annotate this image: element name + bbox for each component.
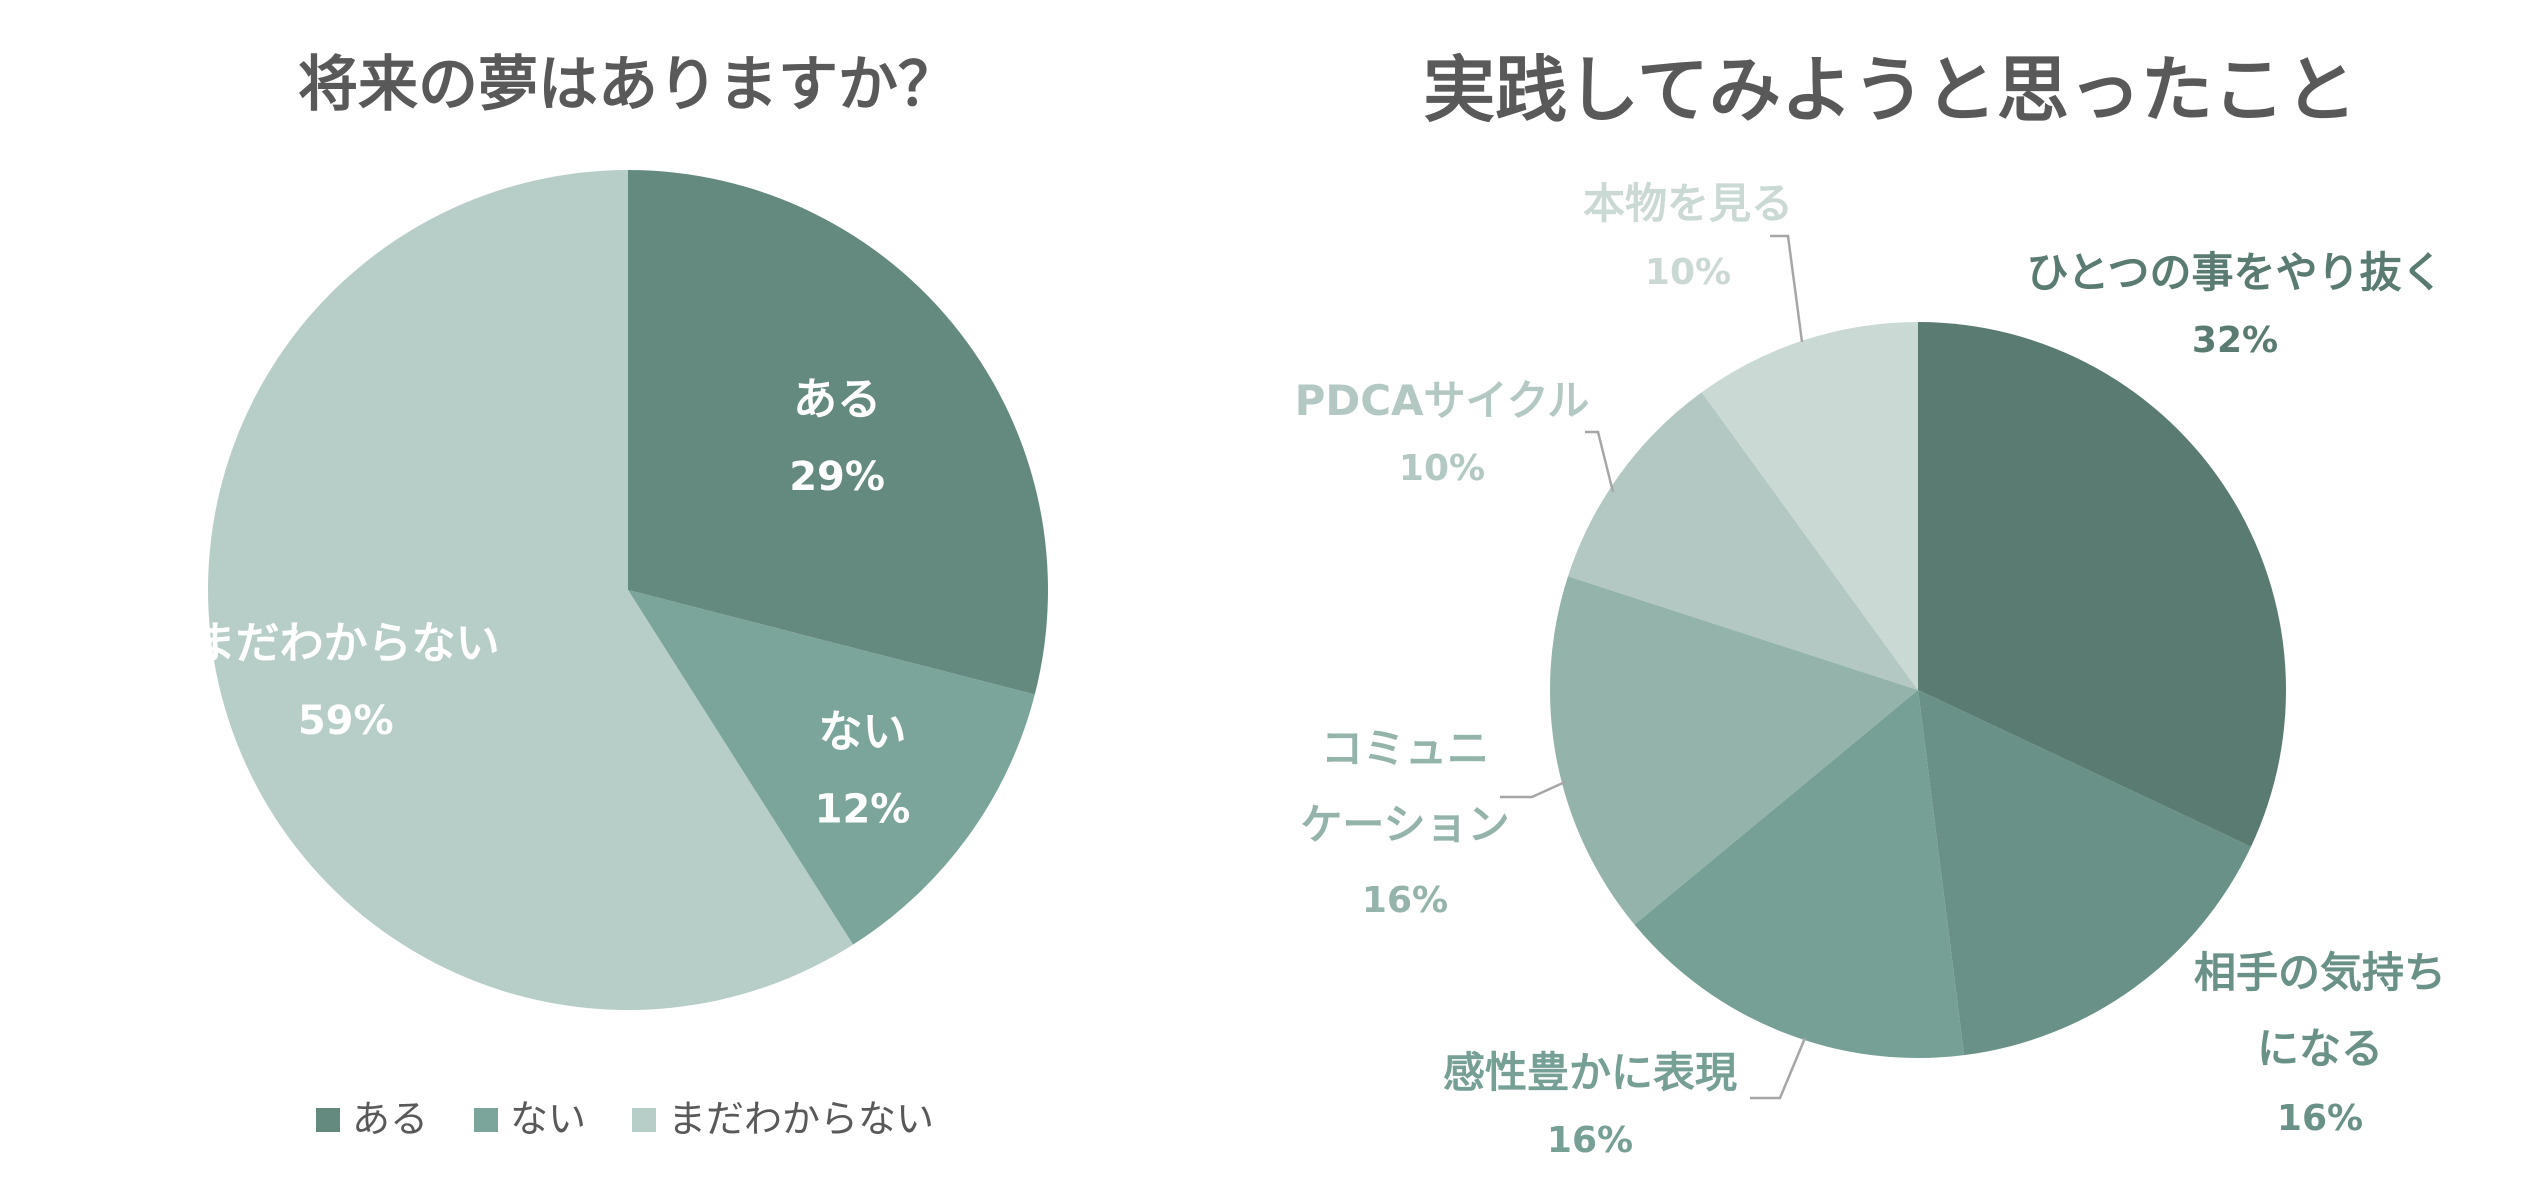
chart1-legend-label: ある <box>352 1097 428 1141</box>
chart2-slice-5 <box>1701 322 1918 690</box>
chart2-slice-value: 16% <box>2277 1098 2363 1139</box>
chart2-slice-label: ひとつの事をやり抜く <box>2026 248 2443 297</box>
chart1-slice-label: ある <box>793 374 881 425</box>
chart2-title: 実践してみようと思ったこと <box>1423 48 2357 132</box>
chart1-slice-2 <box>208 170 854 1011</box>
chart2-slice-label: ケーション <box>1300 800 1509 849</box>
chart1-legend-swatch <box>316 1108 340 1132</box>
chart2-leader-line <box>1500 780 1566 799</box>
chart1-data-labels: ある 29% ない 12% まだわからない 59% <box>192 374 911 833</box>
chart2-slice-3 <box>1549 576 1918 925</box>
chart2-slice-value: 16% <box>1547 1120 1633 1161</box>
chart1-slice-1 <box>628 590 1035 945</box>
chart2-slice-label: 感性豊かに表現 <box>1443 1048 1737 1097</box>
chart1-slice-value: 29% <box>789 454 885 500</box>
chart1-legend: ある ない まだわからない <box>316 1097 934 1141</box>
chart1-legend-swatch <box>632 1108 656 1132</box>
chart1-slice-label: ない <box>819 706 907 757</box>
chart2-slice-label: 相手の気持ち <box>2194 948 2446 997</box>
chart1-title: 将来の夢はありますか？ <box>298 50 958 120</box>
chart2-slice-1 <box>1918 690 2251 1056</box>
chart1-slice-value: 59% <box>298 698 394 744</box>
chart2-slice-value: 32% <box>2192 320 2278 361</box>
chart2-slice-0 <box>1918 322 2287 847</box>
chart1-pie <box>208 170 1048 1011</box>
chart1-slice-0 <box>628 170 1048 695</box>
chart2-slice-label: コミュニ <box>1321 724 1489 773</box>
chart2-leader-lines <box>1500 234 1807 1100</box>
chart2-slice-2 <box>1634 690 1965 1059</box>
chart1-legend-label: ない <box>510 1097 586 1141</box>
chart2-leader-line <box>1750 1037 1807 1100</box>
chart2-pie <box>1549 322 2287 1059</box>
chart2-slice-label: 本物を見る <box>1583 179 1793 228</box>
chart1-slice-label: まだわからない <box>192 618 500 669</box>
chart2-leader-line <box>1770 234 1804 343</box>
chart2-leader-line <box>1585 430 1615 493</box>
chart2-slice-value: 10% <box>1399 448 1485 489</box>
chart1-legend-swatch <box>474 1108 498 1132</box>
chart2-slice-value: 10% <box>1645 252 1731 293</box>
chart1-slice-value: 12% <box>815 786 911 832</box>
chart2-slice-label: になる <box>2257 1024 2383 1073</box>
chart2-slice-value: 16% <box>1362 880 1448 921</box>
chart2-slice-label: PDCAサイクル <box>1295 376 1590 425</box>
chart2-slice-4 <box>1568 392 1918 690</box>
chart1-legend-label: まだわからない <box>668 1097 934 1141</box>
